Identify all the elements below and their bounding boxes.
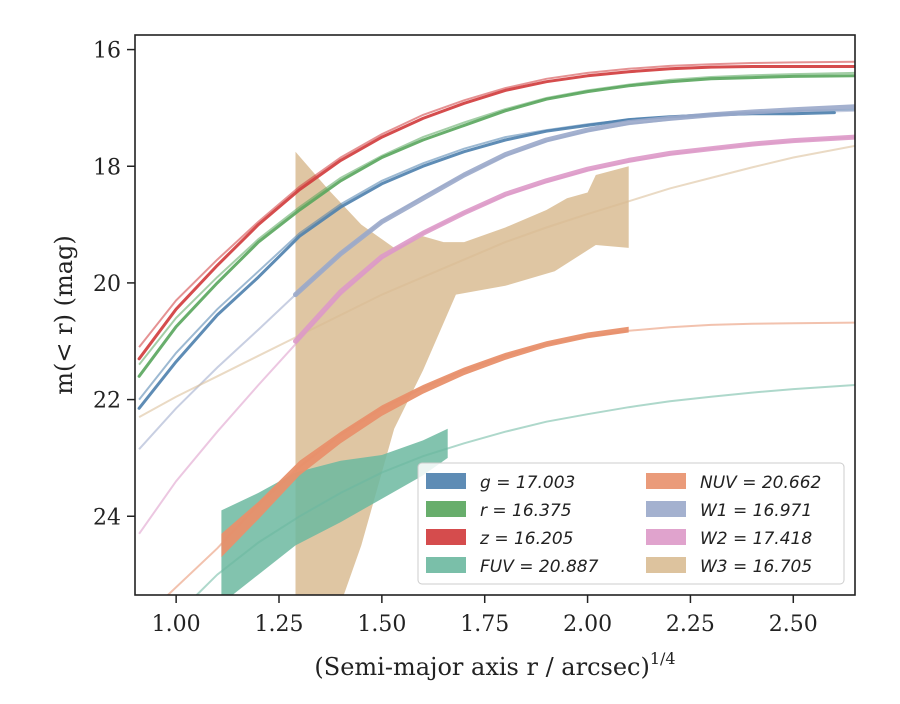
- legend-swatch-g: [426, 473, 466, 489]
- legend-swatch-nuv: [646, 473, 686, 489]
- x-axis: 1.00 1.25 1.50 1.75 2.00 2.25 2.50: [152, 595, 818, 637]
- profile-line-z: [137, 65, 855, 361]
- legend-swatch-w1: [646, 501, 686, 517]
- legend-label-w2: W2 = 17.418: [700, 529, 812, 549]
- legend: g = 17.003 r = 16.375 z = 16.205 FUV = 20.8…: [417, 462, 845, 585]
- legend-label-g: g = 17.003: [480, 473, 575, 493]
- model-line-r: [138, 71, 855, 366]
- legend-swatch-z: [426, 529, 466, 545]
- x-tick-label: 2.00: [563, 612, 612, 637]
- model-line-fuv: [195, 384, 855, 595]
- profile-line-w1: [293, 104, 855, 298]
- profile-line-r: [137, 74, 855, 378]
- legend-label-fuv: FUV = 20.887: [480, 557, 599, 577]
- legend-label-w3: W3 = 16.705: [700, 557, 812, 577]
- x-tick-label: 1.00: [152, 612, 201, 637]
- model-line-w3: [138, 144, 855, 418]
- plot-frame: [134, 34, 856, 596]
- y-tick-label: 24: [93, 505, 121, 530]
- x-tick-label: 1.50: [357, 612, 406, 637]
- x-axis-label: (Semi-major axis r / arcsec)1/4: [314, 649, 675, 681]
- legend-swatch-fuv: [426, 557, 466, 573]
- legend-swatch-w3: [646, 557, 686, 573]
- legend-swatch-w2: [646, 529, 686, 545]
- x-tick-label: 1.75: [460, 612, 509, 637]
- band-fuv: [221, 428, 448, 595]
- legend-label-nuv: NUV = 20.662: [700, 473, 821, 493]
- legend-box: [417, 462, 845, 585]
- legend-label-z: z = 16.205: [479, 529, 573, 549]
- y-tick-label: 16: [93, 39, 121, 64]
- x-tick-label: 1.25: [255, 612, 304, 637]
- x-tick-label: 2.50: [769, 612, 818, 637]
- y-axis-label: m(< r) (mag): [50, 235, 78, 394]
- model-line-nuv: [167, 321, 855, 595]
- y-tick-label: 22: [93, 389, 121, 414]
- y-tick-label: 18: [93, 155, 121, 180]
- profile-line-layer: [137, 65, 855, 410]
- legend-label-w1: W1 = 16.971: [700, 501, 812, 521]
- model-line-z: [138, 60, 855, 348]
- legend-swatch-r: [426, 501, 466, 517]
- profile-line-w2: [293, 134, 855, 344]
- legend-label-r: r = 16.375: [480, 501, 572, 521]
- y-axis: 16 18 20 22 24: [93, 39, 135, 530]
- x-tick-label: 2.25: [666, 612, 715, 637]
- y-tick-label: 20: [93, 272, 121, 297]
